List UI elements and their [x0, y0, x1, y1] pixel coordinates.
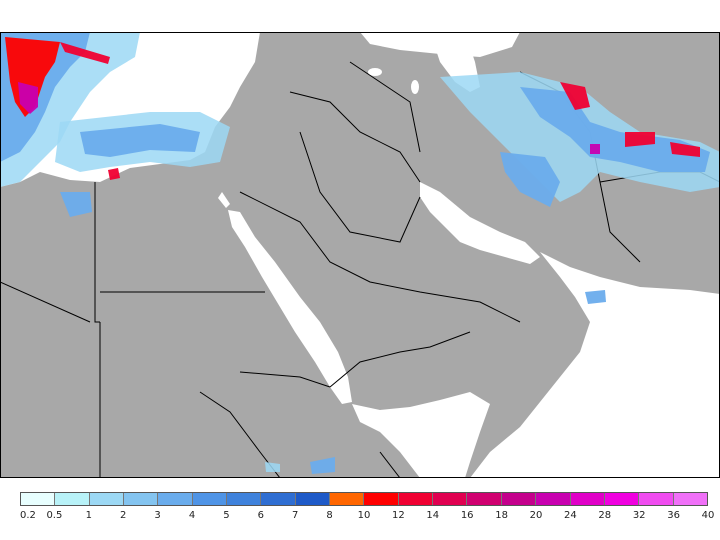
legend-swatch — [364, 493, 399, 505]
legend-label: 24 — [564, 510, 577, 521]
legend-label: 32 — [632, 510, 646, 521]
precip-iran-core — [590, 144, 600, 154]
legend-label: 40 — [701, 510, 715, 521]
legend-swatch — [55, 493, 90, 505]
precip-libya-spot — [60, 192, 92, 217]
legend-label: 0.2 — [20, 510, 36, 521]
legend-label: 16 — [460, 510, 474, 521]
legend-label: 6 — [257, 510, 264, 521]
legend-label: 12 — [392, 510, 405, 521]
legend-swatch — [570, 493, 605, 505]
legend-swatch — [639, 493, 674, 505]
precip-iran-heavy-1 — [560, 82, 590, 110]
precip-iran-heavy-3 — [670, 142, 700, 157]
gulf-of-aqaba — [218, 192, 230, 208]
legend-label: 36 — [667, 510, 680, 521]
legend-label: 8 — [326, 510, 333, 521]
legend-swatch — [158, 493, 193, 505]
legend-swatch — [192, 493, 228, 505]
precip-eastmed-mid — [80, 124, 200, 157]
arabian-sea — [470, 252, 720, 478]
precip-arabian-sea-spot — [585, 290, 606, 304]
legend-swatch — [295, 493, 331, 505]
precip-iran-heavy-2 — [625, 132, 655, 147]
legend-swatch — [467, 493, 502, 505]
red-sea — [228, 210, 352, 404]
legend-label: 1 — [85, 510, 92, 521]
legend-swatch — [433, 493, 468, 505]
precip-africa-spot — [310, 457, 335, 474]
legend-swatch — [398, 493, 434, 505]
legend-label: 18 — [495, 510, 508, 521]
legend-swatch — [604, 493, 640, 505]
legend-label: 5 — [223, 510, 230, 521]
legend-label: 0.5 — [46, 510, 63, 521]
legend-swatch — [124, 493, 159, 505]
legend-swatch — [673, 493, 707, 505]
persian-gulf — [420, 182, 540, 264]
precip-iran-mid — [520, 87, 710, 172]
legend-labels: 0.2 0.5 1 2 3 4 5 6 7 8 10 12 14 16 18 20 24 28 32 36 40 — [20, 510, 714, 526]
precip-zagros-mid — [500, 152, 560, 207]
precip-aegean-core — [18, 82, 38, 114]
precip-egypt-spot — [108, 168, 120, 180]
legend-label: 7 — [292, 510, 299, 521]
legend-label: 2 — [120, 510, 127, 521]
legend-color-bar — [20, 492, 708, 506]
legend-label: 3 — [154, 510, 161, 521]
legend-label: 4 — [188, 510, 196, 521]
legend-label: 14 — [426, 510, 440, 521]
precip-africa-spot2 — [265, 462, 280, 472]
legend-swatch — [536, 493, 571, 505]
legend-swatch — [227, 493, 262, 505]
lake-van — [368, 68, 382, 76]
lake-urmia — [411, 80, 419, 94]
legend-swatch — [501, 493, 537, 505]
legend-label: 10 — [357, 510, 371, 521]
gulf-of-aden — [352, 392, 490, 478]
legend-swatch — [330, 493, 365, 505]
precip-aegean-heavy — [5, 37, 60, 117]
legend-swatch — [261, 493, 296, 505]
legend-label: 20 — [529, 510, 543, 521]
precipitation-legend: 0.2 0.5 1 2 3 4 5 6 7 8 10 12 14 16 18 20 24 28 32 36 40 — [20, 492, 714, 532]
precipitation-overlay — [0, 32, 720, 474]
legend-swatch — [89, 493, 125, 505]
precipitation-map — [0, 32, 720, 478]
legend-label: 28 — [598, 510, 612, 521]
precip-aegean-streak — [60, 42, 110, 64]
legend-swatch — [21, 493, 56, 505]
